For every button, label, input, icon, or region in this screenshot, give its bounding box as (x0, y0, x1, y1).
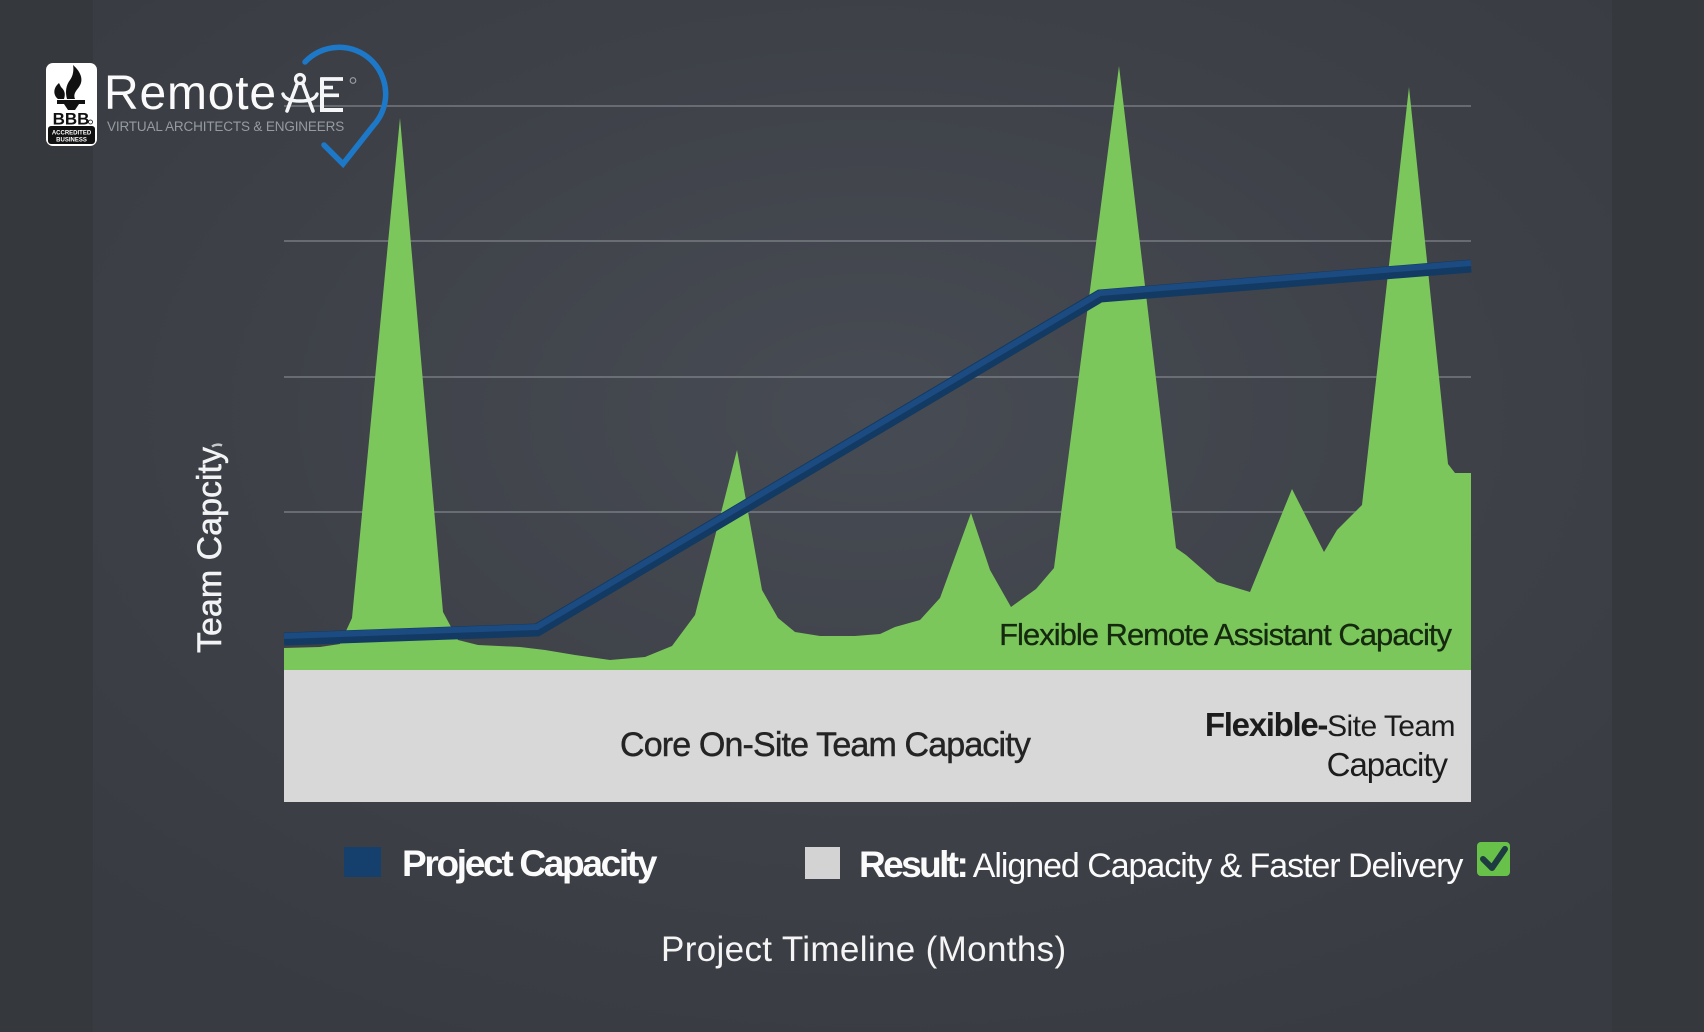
svg-text:ACCREDITED: ACCREDITED (52, 131, 92, 137)
svg-text:BBB: BBB (53, 110, 90, 129)
svg-text:BUSINESS: BUSINESS (56, 138, 87, 144)
